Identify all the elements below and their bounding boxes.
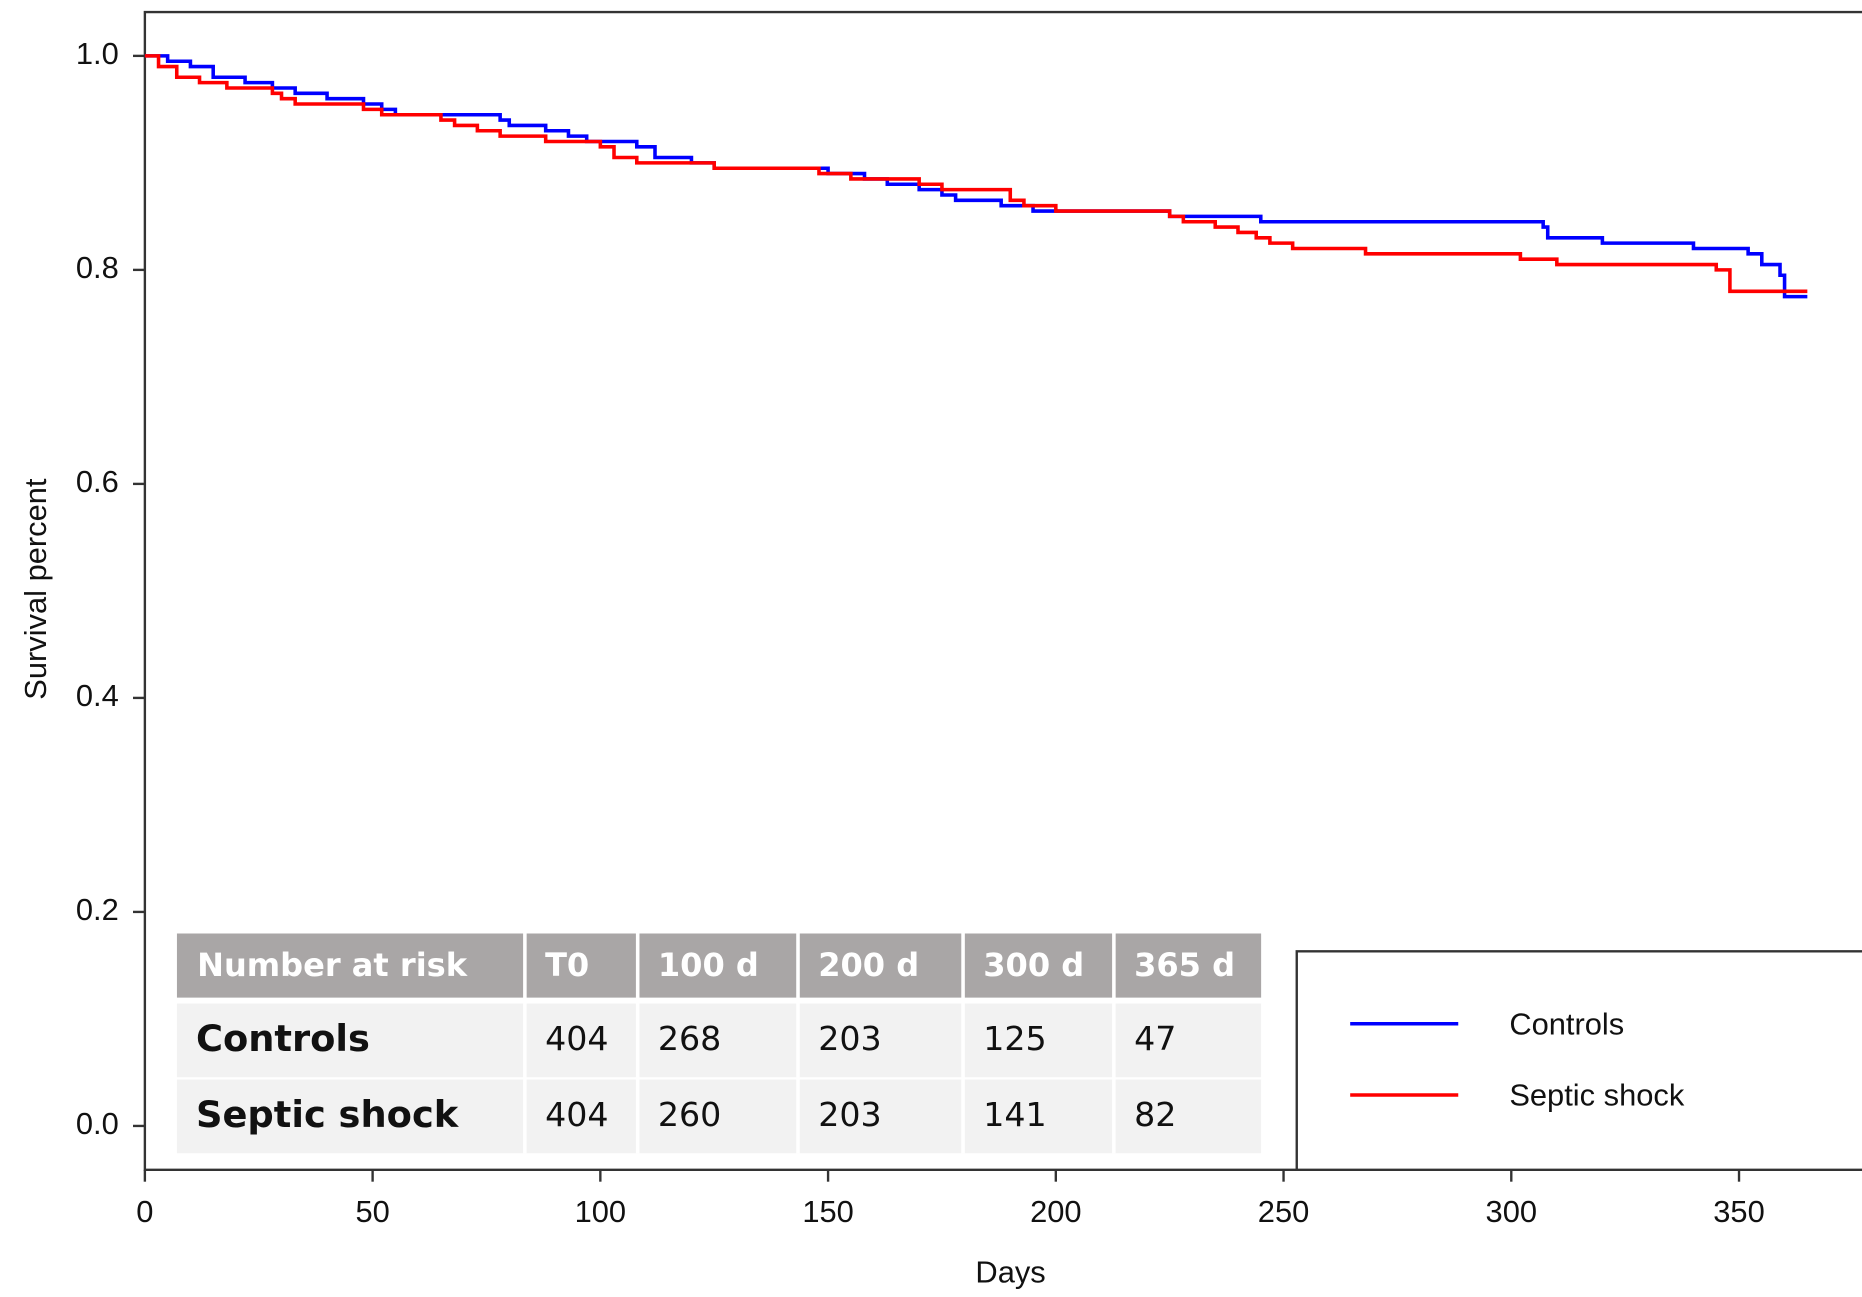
table-cell: 141 (983, 1095, 1046, 1134)
table-header: 100 d (658, 946, 759, 984)
survival-line (144, 54, 1808, 294)
x-tick-label: 100 (575, 1194, 627, 1229)
plot-frame (143, 10, 1862, 1171)
table-cell: 260 (658, 1095, 721, 1134)
y-tick-label: 0.8 (76, 250, 119, 285)
legend-label: Septic shock (1509, 1078, 1685, 1113)
table-cell: 82 (1134, 1095, 1176, 1134)
x-axis-label: Days (975, 1254, 1045, 1289)
x-tick-label: 300 (1486, 1194, 1537, 1229)
table-header: 200 d (818, 946, 919, 984)
y-axis-label: Survival percent (18, 478, 53, 700)
table-row-bg (176, 1003, 1262, 1078)
table-cell: 125 (983, 1019, 1046, 1058)
table-header: 300 d (983, 946, 1084, 984)
table-row-label: Controls (196, 1017, 370, 1060)
y-tick-label: 0.2 (76, 892, 119, 927)
x-tick-label: 0 (136, 1194, 153, 1229)
table-cell: 203 (818, 1019, 881, 1058)
table-cell: 404 (545, 1095, 608, 1134)
table-cell: 203 (818, 1095, 881, 1134)
y-tick-label: 0.0 (76, 1106, 119, 1141)
table-cell: 47 (1134, 1019, 1176, 1058)
table-cell: 404 (545, 1019, 608, 1058)
x-tick-label: 350 (1713, 1194, 1765, 1229)
x-tick-label: 200 (1030, 1194, 1082, 1229)
table-row-label: Septic shock (196, 1093, 460, 1136)
x-tick-label: 250 (1258, 1194, 1310, 1229)
legend-box (1295, 950, 1862, 1171)
table-row-bg (176, 1079, 1262, 1154)
y-tick-label: 0.6 (76, 464, 119, 499)
table-header-bg (176, 933, 1262, 998)
table-cell: 268 (658, 1019, 721, 1058)
legend-label: Controls (1509, 1006, 1624, 1041)
table-header: 365 d (1134, 946, 1235, 984)
x-tick-label: 50 (355, 1194, 389, 1229)
x-tick-label: 150 (802, 1194, 853, 1229)
y-tick-label: 1.0 (76, 36, 119, 71)
y-tick-label: 0.4 (76, 678, 119, 713)
table-header: T0 (545, 946, 589, 984)
table-header: Number at risk (197, 946, 468, 984)
